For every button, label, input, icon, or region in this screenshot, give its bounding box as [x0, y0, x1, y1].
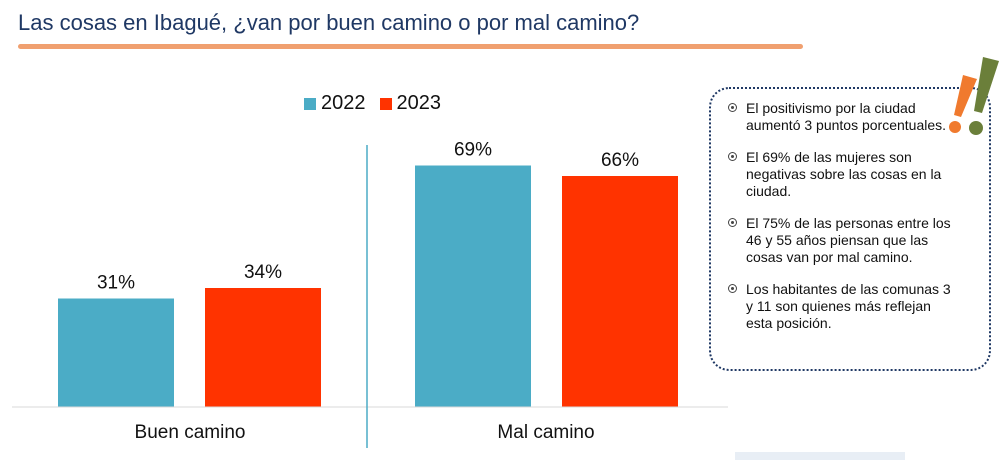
target-bullet-icon — [728, 284, 737, 293]
target-bullet-icon — [728, 152, 737, 161]
target-bullet-icon — [728, 103, 737, 112]
data-label: 34% — [244, 262, 282, 283]
data-label: 69% — [454, 140, 492, 161]
legend-item-2023: 2023 — [379, 92, 442, 115]
title-underline — [18, 44, 803, 49]
exclamation-marks-icon — [949, 57, 999, 135]
data-label: 31% — [97, 273, 135, 294]
insight-text: Los habitantes de las comunas 3 y 11 son… — [746, 281, 951, 331]
insight-text: El 75% de las personas entre los 46 y 55… — [746, 215, 951, 265]
legend-swatch-2023 — [379, 97, 392, 110]
insight-item: El 75% de las personas entre los 46 y 55… — [728, 215, 960, 266]
category-label: Mal camino — [497, 422, 594, 443]
bar-2022-buen-camino — [58, 298, 174, 407]
chart-legend: 2022 2023 — [304, 92, 441, 115]
insight-item: Los habitantes de las comunas 3 y 11 son… — [728, 281, 960, 332]
bar-2023-mal-camino — [562, 176, 678, 407]
legend-item-2022: 2022 — [304, 92, 366, 115]
legend-label-2023: 2023 — [396, 92, 442, 114]
data-label: 66% — [601, 150, 639, 171]
insight-text: El positivismo por la ciudad aumentó 3 p… — [746, 100, 947, 133]
insight-text: El 69% de las mujeres son negativas sobr… — [746, 149, 942, 199]
page-title: Las cosas en Ibagué, ¿van por buen camin… — [18, 10, 640, 35]
bar-2022-mal-camino — [415, 165, 531, 407]
legend-label-2022: 2022 — [321, 92, 366, 114]
insights-list: El positivismo por la ciudad aumentó 3 p… — [728, 100, 960, 347]
insights-callout — [709, 87, 991, 371]
footer-decoration — [735, 452, 905, 460]
target-bullet-icon — [728, 218, 737, 227]
category-label: Buen camino — [135, 422, 246, 443]
insight-item: El positivismo por la ciudad aumentó 3 p… — [728, 100, 960, 134]
legend-swatch-2022 — [304, 97, 316, 110]
bar-2023-buen-camino — [205, 288, 321, 407]
insight-item: El 69% de las mujeres son negativas sobr… — [728, 149, 960, 200]
